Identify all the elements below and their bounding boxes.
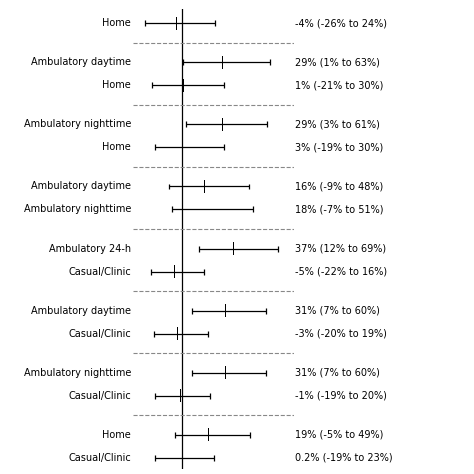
- Text: 29% (1% to 63%): 29% (1% to 63%): [295, 57, 380, 67]
- Text: -3% (-20% to 19%): -3% (-20% to 19%): [295, 328, 387, 338]
- FancyBboxPatch shape: [208, 428, 209, 441]
- Text: Ambulatory daytime: Ambulatory daytime: [31, 182, 131, 191]
- FancyBboxPatch shape: [225, 366, 226, 379]
- Text: Casual/Clinic: Casual/Clinic: [68, 266, 131, 276]
- Text: 29% (3% to 61%): 29% (3% to 61%): [295, 119, 380, 129]
- Text: Casual/Clinic: Casual/Clinic: [68, 453, 131, 463]
- Text: 1% (-21% to 30%): 1% (-21% to 30%): [295, 81, 384, 91]
- FancyBboxPatch shape: [222, 118, 223, 131]
- Text: -4% (-26% to 24%): -4% (-26% to 24%): [295, 18, 387, 28]
- FancyBboxPatch shape: [233, 242, 234, 255]
- Text: 16% (-9% to 48%): 16% (-9% to 48%): [295, 182, 384, 191]
- Text: Ambulatory daytime: Ambulatory daytime: [31, 306, 131, 316]
- Text: -1% (-19% to 20%): -1% (-19% to 20%): [295, 391, 387, 401]
- Text: Ambulatory 24-h: Ambulatory 24-h: [49, 244, 131, 254]
- Text: 0.2% (-19% to 23%): 0.2% (-19% to 23%): [295, 453, 393, 463]
- Text: Ambulatory nighttime: Ambulatory nighttime: [24, 204, 131, 214]
- Text: 37% (12% to 69%): 37% (12% to 69%): [295, 244, 387, 254]
- Text: Home: Home: [102, 430, 131, 440]
- Text: Ambulatory nighttime: Ambulatory nighttime: [24, 368, 131, 378]
- Text: 31% (7% to 60%): 31% (7% to 60%): [295, 306, 380, 316]
- FancyBboxPatch shape: [204, 180, 205, 193]
- Text: 3% (-19% to 30%): 3% (-19% to 30%): [295, 142, 384, 153]
- FancyBboxPatch shape: [177, 327, 178, 340]
- Text: Home: Home: [102, 142, 131, 153]
- FancyBboxPatch shape: [207, 203, 208, 216]
- Text: Ambulatory daytime: Ambulatory daytime: [31, 57, 131, 67]
- FancyBboxPatch shape: [222, 56, 223, 69]
- Text: Casual/Clinic: Casual/Clinic: [68, 328, 131, 338]
- Text: Home: Home: [102, 18, 131, 28]
- Text: 19% (-5% to 49%): 19% (-5% to 49%): [295, 430, 384, 440]
- Text: Casual/Clinic: Casual/Clinic: [68, 391, 131, 401]
- FancyBboxPatch shape: [225, 304, 226, 317]
- Text: Home: Home: [102, 81, 131, 91]
- Text: 31% (7% to 60%): 31% (7% to 60%): [295, 368, 380, 378]
- Text: -5% (-22% to 16%): -5% (-22% to 16%): [295, 266, 388, 276]
- FancyBboxPatch shape: [180, 389, 181, 402]
- FancyBboxPatch shape: [174, 265, 175, 278]
- Text: 18% (-7% to 51%): 18% (-7% to 51%): [295, 204, 384, 214]
- Text: Ambulatory nighttime: Ambulatory nighttime: [24, 119, 131, 129]
